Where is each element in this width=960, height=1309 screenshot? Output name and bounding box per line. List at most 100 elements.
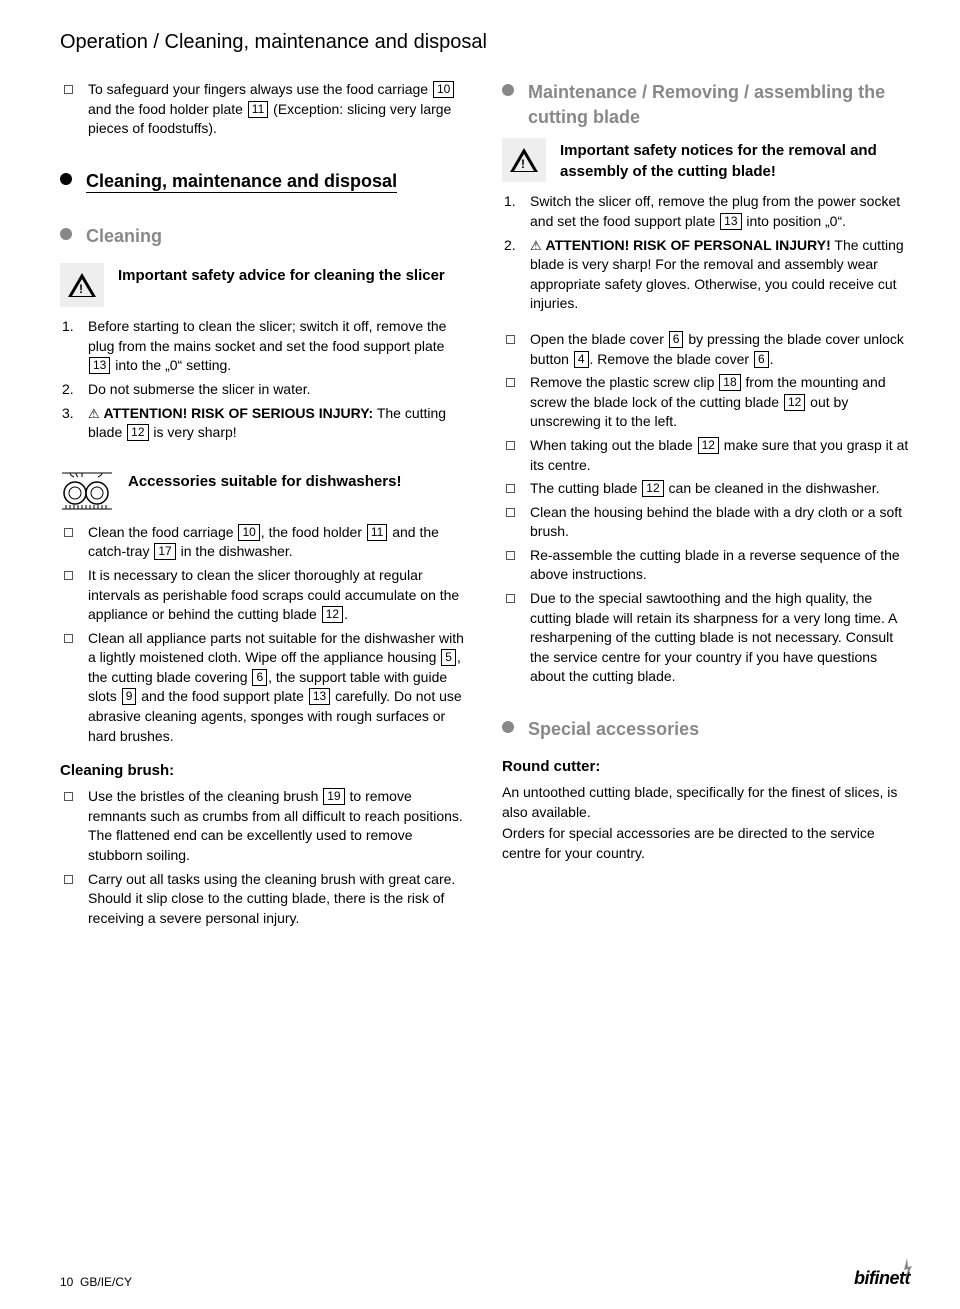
t: Use the bristles of the cleaning brush (88, 788, 322, 804)
ref-box: 6 (252, 669, 267, 686)
t: Clean all appliance parts not suitable f… (88, 630, 464, 666)
t: and the food support plate (137, 688, 307, 704)
bullet-dot-icon (502, 84, 514, 96)
warning-icon: ! (60, 263, 104, 307)
ref-box: 6 (754, 351, 769, 368)
ref-box: 10 (433, 81, 454, 98)
intro-list: To safeguard your fingers always use the… (60, 80, 468, 139)
footer-left: 10 GB/IE/CY (60, 1274, 132, 1291)
left-column: To safeguard your fingers always use the… (60, 80, 468, 932)
ref-box: 13 (309, 688, 330, 705)
maint-steps: 1. Switch the slicer off, remove the plu… (502, 192, 910, 314)
bullet-dot-icon (60, 173, 72, 185)
t: To safeguard your fingers always use the… (88, 81, 432, 97)
content-columns: To safeguard your fingers always use the… (60, 80, 910, 932)
warning-inline-icon: ⚠ (530, 237, 542, 255)
maint-list: Open the blade cover 6 by pressing the b… (502, 330, 910, 687)
ref-box: 4 (574, 351, 589, 368)
list-item: Use the bristles of the cleaning brush 1… (60, 787, 468, 865)
list-item: 3. ⚠ ATTENTION! RISK OF SERIOUS INJURY: … (60, 404, 468, 443)
t: ATTENTION! RISK OF PERSONAL INJURY! (546, 237, 831, 253)
ref-box: 6 (669, 331, 684, 348)
ref-box: 11 (248, 101, 268, 118)
bullet-dot-icon (502, 721, 514, 733)
t: and the food holder plate (88, 101, 247, 117)
dishwasher-notice: Accessories suitable for dishwashers! (60, 469, 468, 513)
t: is very sharp! (150, 424, 237, 440)
list-item: Remove the plastic screw clip 18 from th… (502, 373, 910, 432)
ref-box: 10 (238, 524, 259, 541)
t: into the „0“ setting. (111, 357, 231, 373)
ref-box: 18 (719, 374, 740, 391)
page-number: 10 (60, 1275, 73, 1289)
locale: GB/IE/CY (80, 1275, 132, 1289)
ref-box: 12 (322, 606, 343, 623)
dishwasher-icon (60, 469, 114, 513)
list-item: Due to the special sawtoothing and the h… (502, 589, 910, 687)
list-item: 2. ⚠ ATTENTION! RISK OF PERSONAL INJURY!… (502, 236, 910, 314)
heading: Cleaning (86, 224, 162, 249)
warning-icon: ! (502, 138, 546, 182)
section-cleaning-maint: Cleaning, maintenance and disposal (60, 169, 468, 194)
list-item: Clean the housing behind the blade with … (502, 503, 910, 542)
list-item: 1. Before starting to clean the slicer; … (60, 317, 468, 376)
ref-box: 12 (784, 394, 805, 411)
t: ATTENTION! RISK OF SERIOUS INJURY: (104, 405, 374, 421)
round-cutter-heading: Round cutter: (502, 756, 910, 777)
heading: Maintenance / Removing / assembling the … (528, 80, 910, 130)
t: into position „0“. (743, 213, 847, 229)
ref-box: 12 (127, 424, 148, 441)
list-item: Clean all appliance parts not suitable f… (60, 629, 468, 747)
list-item: Clean the food carriage 10, the food hol… (60, 523, 468, 562)
t: When taking out the blade (530, 437, 697, 453)
t: Clean the food carriage (88, 524, 237, 540)
list-item: Re-assemble the cutting blade in a rever… (502, 546, 910, 585)
t: Do not submerse the slicer in water. (88, 381, 311, 397)
list-item: When taking out the blade 12 make sure t… (502, 436, 910, 475)
safety-notice: ! Important safety notices for the remov… (502, 138, 910, 182)
page-footer: 10 GB/IE/CY bifinett (60, 1266, 910, 1291)
ref-box: 9 (122, 688, 137, 705)
list-item: It is necessary to clean the slicer thor… (60, 566, 468, 625)
heading: Cleaning, maintenance and disposal (86, 169, 397, 194)
t: , the food holder (261, 524, 366, 540)
heading: Special accessories (528, 717, 699, 742)
t: . Remove the blade cover (590, 351, 753, 367)
ref-box: 12 (642, 480, 663, 497)
warning-inline-icon: ⚠ (88, 405, 100, 423)
brush-heading: Cleaning brush: (60, 760, 468, 781)
t: . (770, 351, 774, 367)
ref-box: 13 (89, 357, 110, 374)
page-title: Operation / Cleaning, maintenance and di… (60, 28, 910, 56)
list-item: The cutting blade 12 can be cleaned in t… (502, 479, 910, 499)
cleaning-steps: 1. Before starting to clean the slicer; … (60, 317, 468, 443)
ref-box: 12 (698, 437, 719, 454)
ref-box: 17 (154, 543, 175, 560)
ref-box: 11 (367, 524, 387, 541)
t: Carry out all tasks using the cleaning b… (88, 871, 455, 926)
t: Open the blade cover (530, 331, 668, 347)
t: can be cleaned in the dishwasher. (665, 480, 880, 496)
safety-text: Important safety advice for cleaning the… (118, 263, 445, 286)
list-item: 1. Switch the slicer off, remove the plu… (502, 192, 910, 231)
dishwasher-list: Clean the food carriage 10, the food hol… (60, 523, 468, 747)
bullet-dot-icon (60, 228, 72, 240)
t: Clean the housing behind the blade with … (530, 504, 902, 540)
t: Cleaning, maintenance and disposal (86, 171, 397, 193)
section-maintenance: Maintenance / Removing / assembling the … (502, 80, 910, 130)
safety-notice: ! Important safety advice for cleaning t… (60, 263, 468, 307)
intro-item: To safeguard your fingers always use the… (60, 80, 468, 139)
section-accessories: Special accessories (502, 717, 910, 742)
brush-list: Use the bristles of the cleaning brush 1… (60, 787, 468, 928)
right-column: Maintenance / Removing / assembling the … (502, 80, 910, 932)
t: Re-assemble the cutting blade in a rever… (530, 547, 900, 583)
paragraph: Orders for special accessories are be di… (502, 824, 910, 863)
list-item: 2. Do not submerse the slicer in water. (60, 380, 468, 400)
section-cleaning: Cleaning (60, 224, 468, 249)
t: Due to the special sawtoothing and the h… (530, 590, 897, 684)
paragraph: An untoothed cutting blade, specifically… (502, 783, 910, 822)
t: Remove the plastic screw clip (530, 374, 718, 390)
brand-logo: bifinett (854, 1266, 910, 1291)
t: It is necessary to clean the slicer thor… (88, 567, 459, 622)
t: in the dishwasher. (177, 543, 293, 559)
